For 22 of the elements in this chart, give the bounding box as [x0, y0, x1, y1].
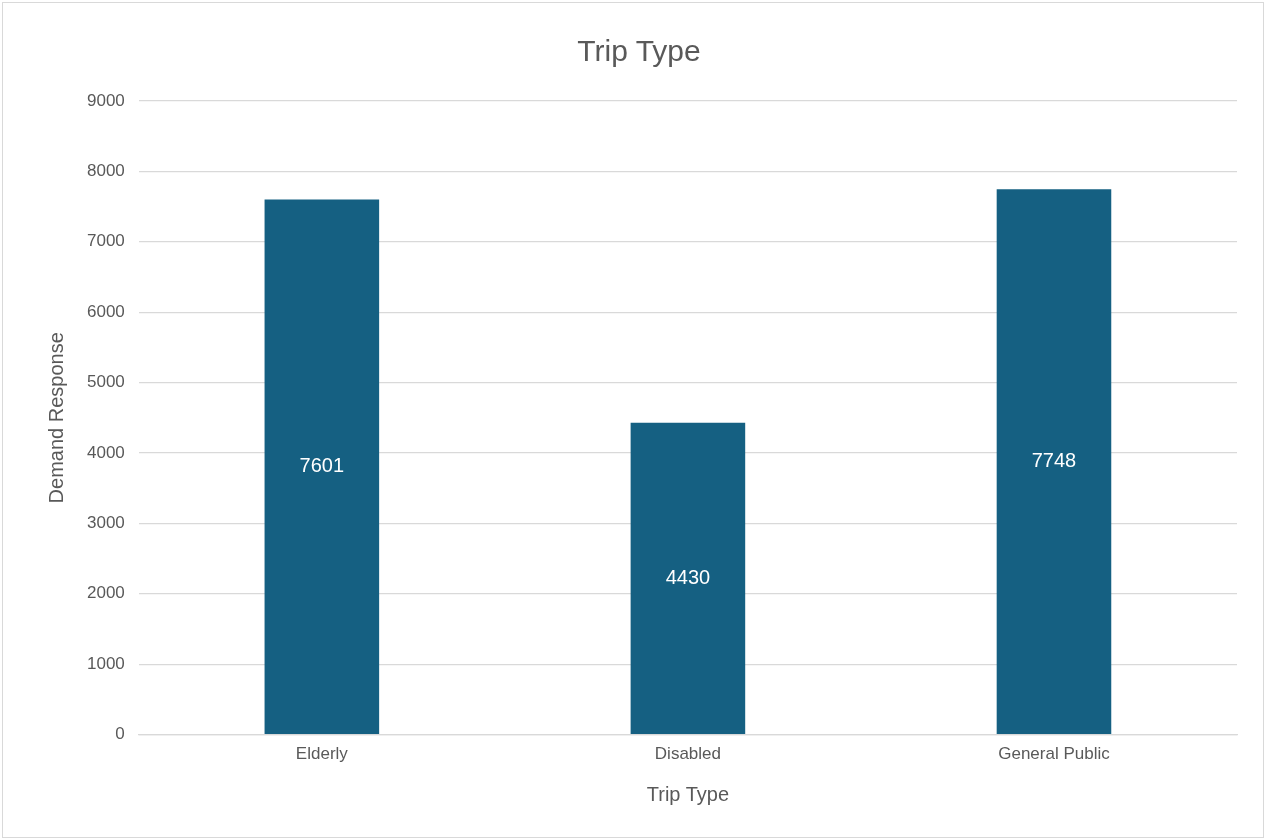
bar: [996, 189, 1112, 734]
x-tick-label: General Public: [998, 744, 1111, 764]
y-tick-label: 8000: [86, 161, 125, 181]
y-tick-label: 2000: [86, 583, 125, 603]
chart-title: Trip Type: [577, 34, 701, 68]
y-axis-title: Demand Response: [44, 332, 67, 504]
y-tick-label: 7000: [86, 231, 125, 251]
bar: [630, 422, 746, 734]
data-label: 7601: [299, 454, 345, 477]
y-tick-label: 0: [115, 724, 125, 744]
data-label: 7748: [1031, 449, 1077, 472]
data-label: 4430: [665, 565, 711, 588]
x-tick-label: Disabled: [654, 744, 721, 764]
y-tick-label: 4000: [86, 442, 125, 462]
bar: [264, 199, 380, 734]
y-tick-label: 1000: [86, 653, 125, 673]
x-tick-label: Elderly: [295, 744, 349, 764]
y-tick-label: 6000: [86, 301, 125, 321]
y-tick-label: 9000: [86, 90, 125, 110]
y-tick-label: 5000: [86, 372, 125, 392]
y-tick-label: 3000: [86, 513, 125, 533]
x-axis-title: Trip Type: [646, 782, 730, 805]
